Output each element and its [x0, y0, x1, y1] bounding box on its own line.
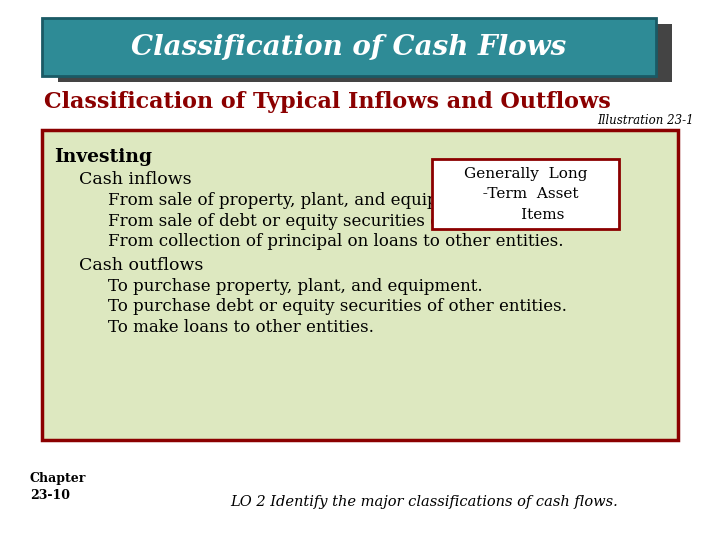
Bar: [432, 159, 619, 230]
Text: Cash outflows: Cash outflows: [79, 256, 204, 274]
Bar: [42, 130, 678, 440]
Text: To purchase debt or equity securities of other entities.: To purchase debt or equity securities of…: [108, 298, 567, 315]
Text: Investing: Investing: [54, 147, 152, 166]
Text: To make loans to other entities.: To make loans to other entities.: [108, 319, 374, 336]
Text: From collection of principal on loans to other entities.: From collection of principal on loans to…: [108, 233, 564, 251]
Text: From sale of debt or equity securities of other entities.: From sale of debt or equity securities o…: [108, 213, 570, 230]
Text: Classification of Cash Flows: Classification of Cash Flows: [131, 33, 567, 60]
Text: Classification of Typical Inflows and Outflows: Classification of Typical Inflows and Ou…: [44, 91, 611, 113]
Text: Illustration 23-1: Illustration 23-1: [598, 113, 694, 126]
Text: Generally  Long
  -Term  Asset
       Items: Generally Long -Term Asset Items: [464, 167, 588, 222]
Text: Cash inflows: Cash inflows: [79, 171, 192, 188]
Text: To purchase property, plant, and equipment.: To purchase property, plant, and equipme…: [108, 278, 482, 295]
Text: LO 2 Identify the major classifications of cash flows.: LO 2 Identify the major classifications …: [230, 495, 618, 509]
Text: From sale of property, plant, and equipment.: From sale of property, plant, and equipm…: [108, 192, 486, 210]
Bar: [58, 24, 672, 82]
Bar: [42, 18, 656, 76]
Text: Chapter
23-10: Chapter 23-10: [30, 472, 86, 502]
